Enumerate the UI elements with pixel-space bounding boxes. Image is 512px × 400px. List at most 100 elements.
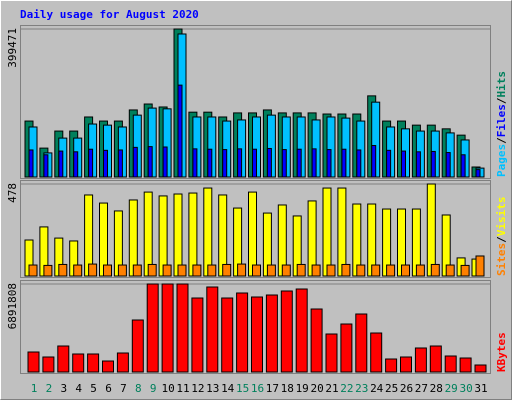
- bar: [280, 290, 293, 373]
- bar: [237, 148, 243, 178]
- bar: [266, 264, 276, 277]
- bar: [176, 283, 189, 373]
- bar: [177, 84, 183, 178]
- bar: [72, 353, 85, 373]
- bar: [188, 192, 198, 277]
- bar: [88, 148, 94, 178]
- x-tick-label: 16: [251, 382, 264, 395]
- bar: [371, 264, 381, 277]
- x-tick-label: 28: [430, 382, 443, 395]
- x-tick-label: 10: [161, 382, 174, 395]
- bar: [177, 264, 187, 277]
- bar: [475, 169, 481, 178]
- bar: [147, 146, 153, 178]
- x-tick-label: 17: [266, 382, 279, 395]
- bar: [143, 191, 153, 277]
- bar: [191, 297, 204, 373]
- bar: [58, 150, 64, 178]
- bar: [326, 264, 336, 277]
- x-tick-label: 11: [176, 382, 189, 395]
- bar: [103, 264, 112, 277]
- bar: [400, 356, 412, 373]
- legend-separator: /: [495, 236, 508, 243]
- x-tick-label: 26: [400, 382, 413, 395]
- y-tick-label: 478: [6, 183, 19, 203]
- x-tick-label: 13: [206, 382, 219, 395]
- bar: [430, 150, 436, 178]
- y-tick-label: 6891808: [6, 283, 19, 329]
- bar: [429, 345, 442, 373]
- bar: [311, 148, 317, 178]
- bar: [340, 323, 353, 373]
- bar: [132, 146, 138, 178]
- bar: [237, 263, 247, 277]
- bar: [460, 264, 470, 277]
- bar: [385, 358, 398, 373]
- bar: [386, 149, 392, 178]
- legend-entry: Files: [495, 104, 508, 137]
- x-tick-label: 23: [355, 382, 368, 395]
- bar: [221, 297, 234, 373]
- x-tick-label: 31: [474, 382, 487, 395]
- bar: [415, 151, 421, 178]
- legend-entry: Hits: [495, 71, 508, 98]
- bar: [103, 149, 108, 178]
- bar: [173, 193, 183, 277]
- bar: [248, 191, 257, 277]
- x-tick-label: 3: [60, 382, 67, 395]
- bar: [207, 264, 217, 277]
- bar: [445, 152, 451, 178]
- bar: [162, 264, 172, 277]
- legend-entry: Sites: [495, 243, 508, 276]
- bar: [310, 308, 323, 373]
- bar: [326, 149, 332, 178]
- x-tick-label: 12: [191, 382, 204, 395]
- bar: [42, 356, 55, 373]
- x-tick-label: 24: [370, 382, 384, 395]
- legend-entry: KBytes: [495, 332, 508, 372]
- bar: [337, 187, 347, 277]
- bar: [58, 263, 68, 277]
- bar: [252, 264, 261, 277]
- bar: [116, 352, 129, 373]
- bar: [252, 148, 257, 178]
- bar: [43, 154, 49, 178]
- bar: [222, 263, 232, 277]
- x-tick-label: 9: [150, 382, 157, 395]
- legend-entry: Pages: [495, 144, 508, 177]
- bar: [28, 149, 34, 178]
- bar: [192, 264, 202, 277]
- bar: [414, 347, 427, 373]
- bar: [57, 345, 70, 373]
- x-tick-label: 5: [90, 382, 97, 395]
- bar: [236, 292, 249, 373]
- bar: [281, 264, 291, 277]
- x-tick-label: 7: [120, 382, 127, 395]
- bar: [203, 187, 213, 277]
- bar: [341, 148, 347, 178]
- bar: [117, 264, 127, 277]
- bar: [27, 351, 40, 373]
- legend-separator: /: [495, 137, 508, 144]
- bar: [43, 264, 53, 277]
- bar: [146, 283, 159, 373]
- bar: [356, 264, 366, 277]
- bar: [341, 263, 351, 277]
- bar: [386, 264, 396, 277]
- bar: [355, 313, 368, 373]
- x-tick-label: 1: [31, 382, 38, 395]
- bar: [459, 357, 472, 373]
- x-tick-label: 20: [310, 382, 323, 395]
- legend-separator: /: [495, 97, 508, 104]
- bar: [356, 149, 362, 178]
- x-tick-label: 14: [221, 382, 235, 395]
- bar: [88, 263, 98, 277]
- bar: [415, 264, 425, 277]
- bar: [266, 147, 272, 178]
- x-tick-label: 25: [385, 382, 398, 395]
- bar: [131, 319, 144, 373]
- bar: [444, 355, 457, 373]
- bar: [161, 283, 174, 373]
- x-tick-label: 22: [340, 382, 353, 395]
